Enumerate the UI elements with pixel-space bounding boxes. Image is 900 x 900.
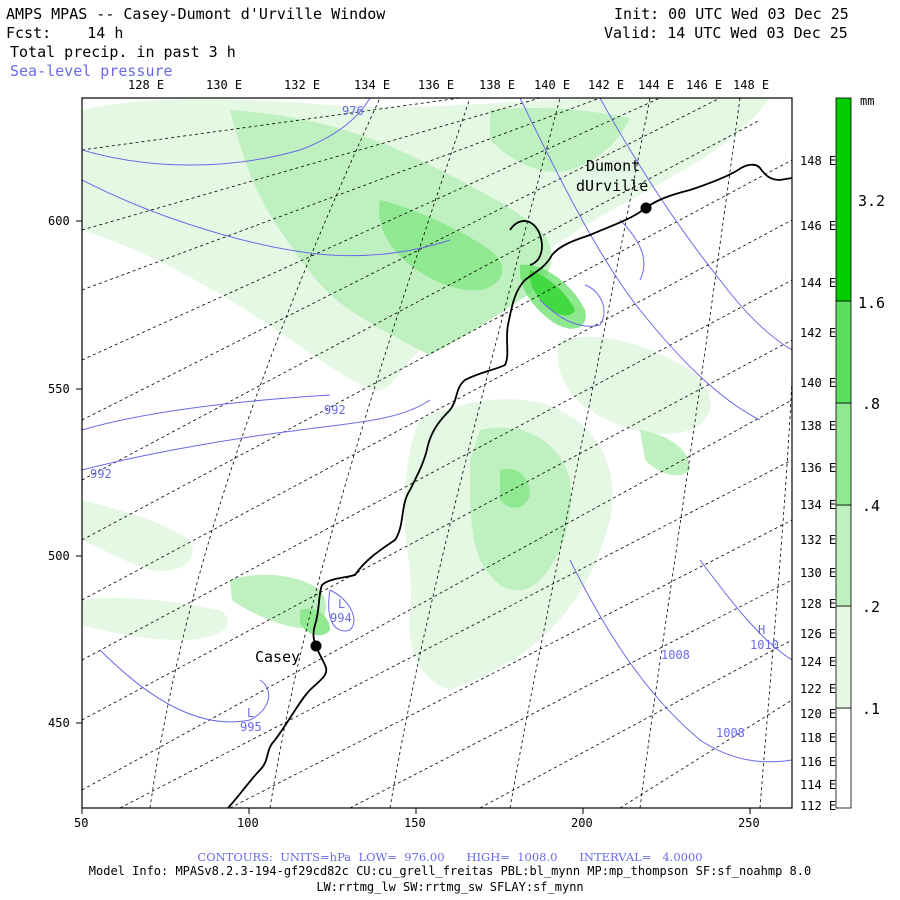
pressure-label: 992 xyxy=(90,467,112,481)
x-tick-label: 150 xyxy=(404,816,426,830)
stations xyxy=(310,202,652,652)
pressure-value: 995 xyxy=(240,720,262,734)
colorbar-level: 1.6 xyxy=(858,294,886,312)
pressure-contours xyxy=(82,98,792,763)
casey-marker xyxy=(310,640,322,652)
init-time: Init: 00 UTC Wed 03 Dec 25 xyxy=(614,5,849,23)
lon-label-top: 144 E xyxy=(638,78,675,92)
coastline xyxy=(227,163,792,808)
y-tick-label: 550 xyxy=(48,382,70,396)
colorbar-bin-6 xyxy=(835,97,852,302)
lon-label-top: 142 E xyxy=(588,78,625,92)
lon-label-right: 112 E xyxy=(800,799,837,813)
lon-label-top: 128 E xyxy=(128,78,165,92)
pressure-label: 1008 xyxy=(716,726,745,740)
station-label-casey: Casey xyxy=(255,648,301,666)
field-slp-label: Sea-level pressure xyxy=(10,62,173,80)
y-tick-label: 450 xyxy=(48,716,70,730)
lon-label-right: 134 E xyxy=(800,498,837,512)
dumont-durville-marker xyxy=(640,202,652,214)
lon-label-right: 148 E xyxy=(800,154,837,168)
lon-label-right: 114 E xyxy=(800,778,837,792)
pressure-low-marker: L xyxy=(338,597,346,611)
model-info: Model Info: MPASv8.2.3-194-gf29cd82c CU:… xyxy=(88,864,812,878)
lon-label-right: 138 E xyxy=(800,419,837,433)
y-tick-label: 600 xyxy=(48,214,70,228)
lon-label-top: 132 E xyxy=(284,78,321,92)
lon-label-right: 126 E xyxy=(800,627,837,641)
pressure-label: 976 xyxy=(342,104,364,118)
lon-label-right: 128 E xyxy=(800,597,837,611)
lon-label-right: 118 E xyxy=(800,731,837,745)
lon-label-top: 130 E xyxy=(206,78,243,92)
colorbar-level: .2 xyxy=(862,598,881,616)
pressure-low-marker: L xyxy=(247,706,255,720)
axis-ticks xyxy=(76,220,751,814)
station-label-durville: dUrville xyxy=(576,177,649,195)
forecast-label: Fcst: 14 h xyxy=(6,24,123,42)
pressure-label: 992 xyxy=(324,403,346,417)
lon-label-right: 146 E xyxy=(800,219,837,233)
station-label-dumont: Dumont xyxy=(586,157,641,175)
y-tick-label: 500 xyxy=(48,549,70,563)
map-title: AMPS MPAS -- Casey-Dumont d'Urville Wind… xyxy=(6,5,386,23)
lon-label-right: 144 E xyxy=(800,276,837,290)
pressure-value: 994 xyxy=(330,611,352,625)
contour-info: CONTOURS: UNITS=hPa LOW= 976.00 HIGH= 10… xyxy=(197,850,703,864)
lon-label-right: 132 E xyxy=(800,533,837,547)
lon-label-right: 116 E xyxy=(800,755,837,769)
valid-time: Valid: 14 UTC Wed 03 Dec 25 xyxy=(604,24,848,42)
lon-label-top: 138 E xyxy=(479,78,516,92)
x-tick-label: 250 xyxy=(738,816,760,830)
fcst-value: 14 h xyxy=(87,24,124,42)
lon-label-top: 140 E xyxy=(534,78,571,92)
colorbar-level: .1 xyxy=(862,700,881,718)
pressure-high-marker: H xyxy=(758,623,766,637)
lon-label-right: 124 E xyxy=(800,655,837,669)
lon-label-top: 146 E xyxy=(686,78,723,92)
colorbar-unit: mm xyxy=(860,94,875,108)
lon-label-right: 136 E xyxy=(800,461,837,475)
colorbar-level: 3.2 xyxy=(858,192,886,210)
lon-label-top: 134 E xyxy=(354,78,391,92)
pressure-value: 1010 xyxy=(750,638,779,652)
lon-label-right: 130 E xyxy=(800,566,837,580)
lon-label-right: 140 E xyxy=(800,376,837,390)
lon-label-right: 120 E xyxy=(800,707,837,721)
precip-shading xyxy=(82,98,770,690)
model-info-2: LW:rrtmg_lw SW:rrtmg_sw SFLAY:sf_mynn xyxy=(316,880,584,894)
lon-label-right: 122 E xyxy=(800,682,837,696)
colorbar-level: .8 xyxy=(862,395,881,413)
pressure-label: 1008 xyxy=(661,648,690,662)
x-tick-label: 100 xyxy=(237,816,259,830)
lon-label-right: 142 E xyxy=(800,326,837,340)
fcst-label: Fcst: xyxy=(6,24,52,42)
graticule xyxy=(82,98,792,808)
field-precip-label: Total precip. in past 3 h xyxy=(10,43,236,61)
lon-label-top: 136 E xyxy=(418,78,455,92)
colorbar-level: .4 xyxy=(862,497,881,515)
lon-label-top: 148 E xyxy=(733,78,770,92)
colorbar xyxy=(835,97,852,809)
x-tick-label: 200 xyxy=(571,816,593,830)
map-frame xyxy=(81,97,793,809)
x-tick-label: 50 xyxy=(74,816,89,830)
